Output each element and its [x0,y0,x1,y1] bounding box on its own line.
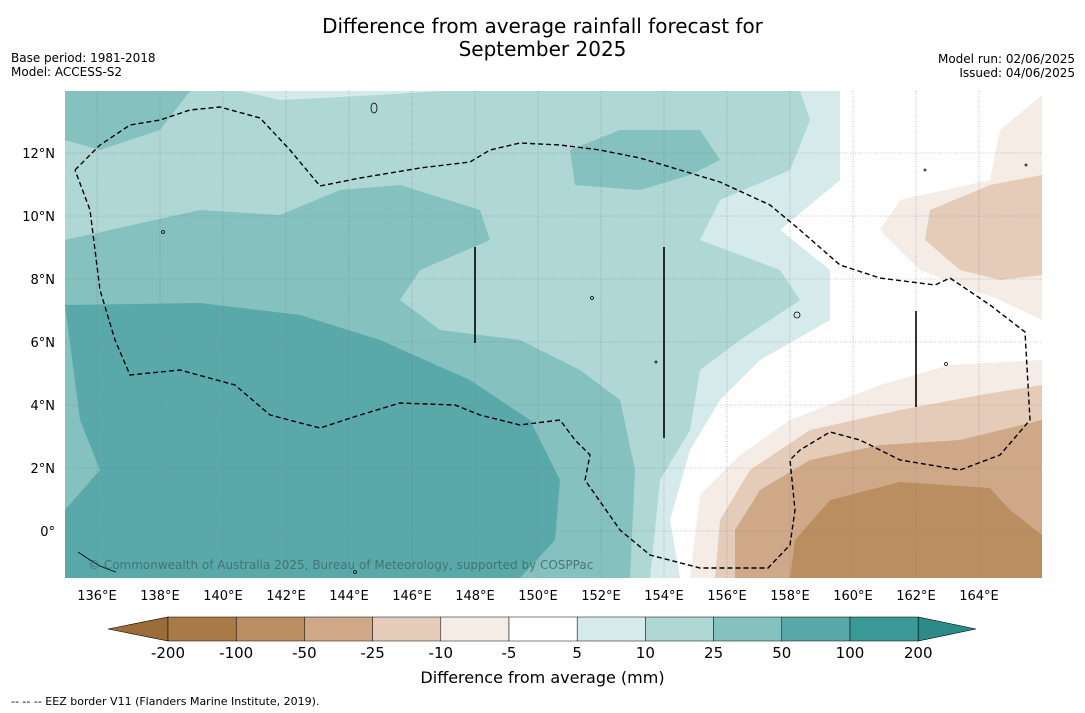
colorbar-segment [713,616,783,642]
lon-label: 142°E [266,589,306,604]
colorbar-tick-label: -5 [502,644,517,662]
model-name: Model: ACCESS-S2 [11,65,123,79]
lat-label: 0° [40,525,55,540]
lon-label: 146°E [392,589,432,604]
copyright-notice: © Commonwealth of Australia 2025, Bureau… [88,558,593,572]
colorbar-segment [645,616,714,642]
issued-date: Issued: 04/06/2025 [959,66,1075,80]
colorbar-segment [372,616,442,642]
lon-label: 164°E [959,589,999,604]
colorbar-segment [235,616,305,642]
colorbar-segment [508,616,578,642]
lon-label: 148°E [455,589,495,604]
lon-label: 154°E [644,589,684,604]
eez-border-north [74,106,1031,569]
lon-label: 138°E [140,589,180,604]
colorbar-tick-label: -10 [429,644,454,662]
colorbar-segment [440,616,510,642]
lat-gridlines [65,152,1042,532]
lon-label: 144°E [329,589,369,604]
colorbar-extend-under [107,616,169,642]
eez-footnote: -- -- -- EEZ border V11 (Flanders Marine… [11,695,320,708]
lat-label: 12°N [22,147,55,162]
colorbar-extend-over [917,616,977,642]
title-line-2: September 2025 [458,37,627,61]
lon-label: 140°E [203,589,243,604]
contour-fields: © Commonwealth of Australia 2025, Bureau… [65,91,1042,578]
lat-label: 2°N [31,462,56,477]
base-period: Base period: 1981-2018 [11,51,156,65]
colorbar-tick-label: 10 [636,644,655,662]
colorbar-segment [304,616,373,642]
lat-label: 8°N [31,273,56,288]
model-run-info: Model run: 02/06/2025 Issued: 04/06/2025 [938,52,1075,80]
lon-label: 160°E [833,589,873,604]
islands [77,102,1028,574]
colorbar-label: Difference from average (mm) [420,668,665,687]
lat-label: 4°N [31,399,56,414]
colorbar-tick-label: 25 [704,644,723,662]
lat-label: 10°N [22,210,55,225]
colorbar-tick-label: 200 [904,644,933,662]
model-run: Model run: 02/06/2025 [937,52,1075,66]
colorbar-segment [781,616,851,642]
colorbar-segment [576,616,646,642]
lon-label: 158°E [770,589,810,604]
colorbar-tick-label: 5 [572,644,582,662]
base-period-info: Base period: 1981-2018 Model: ACCESS-S2 [11,51,156,79]
colorbar-segment [167,616,237,642]
colorbar-tick-label: 50 [772,644,791,662]
lon-label: 152°E [581,589,621,604]
lat-label: 6°N [31,336,56,351]
colorbar-segment [849,616,919,642]
title-line-1: Difference from average rainfall forecas… [322,14,763,38]
colorbar-tick-label: -200 [151,644,185,662]
lon-labels: 136°E 138°E 140°E 142°E 144°E 146°E 148°… [77,589,999,604]
lon-label: 162°E [896,589,936,604]
colorbar-tick-label: -25 [360,644,385,662]
colorbar: -200 -100 -50 -25 -10 -5 5 10 25 50 100 200 [107,616,977,662]
lon-label: 150°E [518,589,558,604]
colorbar-tick-label: -100 [219,644,253,662]
lon-label: 156°E [707,589,747,604]
lat-labels: 12°N 10°N 8°N 6°N 4°N 2°N 0° [22,147,55,540]
map-title: Difference from average rainfall forecas… [0,15,1085,61]
colorbar-tick-label: -50 [292,644,317,662]
lon-label: 136°E [77,589,117,604]
colorbar-tick-label: 100 [836,644,865,662]
